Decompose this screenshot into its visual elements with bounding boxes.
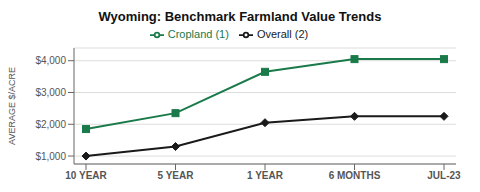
svg-text:6 MONTHS: 6 MONTHS bbox=[329, 170, 381, 181]
svg-text:$2,000: $2,000 bbox=[35, 119, 66, 130]
svg-text:1 YEAR: 1 YEAR bbox=[247, 170, 284, 181]
svg-text:5 YEAR: 5 YEAR bbox=[158, 170, 195, 181]
svg-text:$1,000: $1,000 bbox=[35, 151, 66, 162]
svg-text:$3,000: $3,000 bbox=[35, 87, 66, 98]
svg-text:$4,000: $4,000 bbox=[35, 55, 66, 66]
svg-text:10 YEAR: 10 YEAR bbox=[65, 170, 107, 181]
html-text:Wyoming: Benchmark Farmland Va: Wyoming: Benchmark Farmland Value Trends bbox=[98, 9, 382, 24]
html-text:Cropland (1): Cropland (1) bbox=[167, 28, 229, 40]
svg-text:JUL-23: JUL-23 bbox=[427, 170, 461, 181]
html-text:Overall (2): Overall (2) bbox=[256, 28, 309, 40]
svg-text:AVERAGE $/ACRE: AVERAGE $/ACRE bbox=[8, 67, 17, 145]
